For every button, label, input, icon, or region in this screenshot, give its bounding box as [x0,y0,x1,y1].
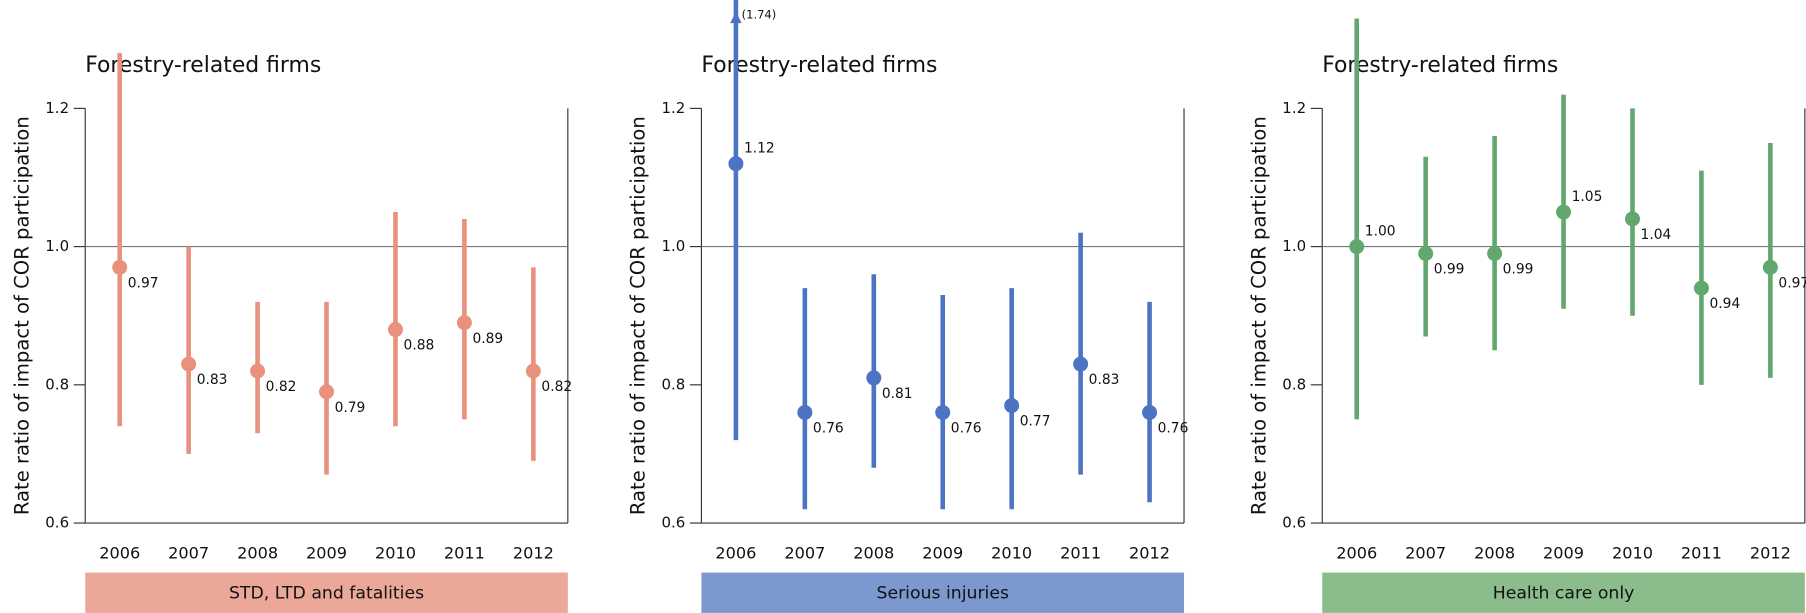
point [456,315,472,331]
point [1349,239,1365,255]
x-tick-label: 2011 [444,544,485,563]
value-label: 1.05 [1572,189,1603,205]
value-label: 1.12 [744,141,775,157]
panel: Forestry-related firms Rate ratio of impa… [11,53,572,613]
chart-title: Forestry-related firms [1322,53,1558,78]
value-label: 0.83 [1089,372,1120,388]
panel-label: Health care only [1493,583,1635,603]
point [935,404,951,420]
value-label: 0.94 [1709,296,1740,312]
y-tick-label: 1.0 [662,237,686,255]
panel-banner [701,572,1185,613]
x-tick-label: 2006 [99,544,140,563]
panel-banner [85,572,568,613]
panel-banner [1322,572,1805,613]
x-tick-label: 2010 [375,544,416,563]
point [1004,398,1020,414]
value-label: 0.88 [404,338,435,354]
x-tick-label: 2007 [1405,544,1446,563]
y-tick-label: 1.0 [1282,237,1306,255]
x-tick-label: 2010 [1612,544,1653,563]
point [728,156,744,172]
point [797,404,813,420]
point [1556,204,1572,220]
value-label: 1.04 [1641,227,1672,243]
y-tick-label: 0.6 [45,514,69,532]
y-axis-label: Rate ratio of impact of COR participatio… [1248,116,1271,515]
point [1073,356,1089,372]
x-tick-label: 2012 [1129,544,1170,563]
x-tick-label: 2006 [715,544,756,563]
point [1625,211,1640,227]
value-label: 0.76 [951,421,982,437]
value-label: 0.89 [472,331,503,347]
x-tick-label: 2008 [1474,544,1515,563]
y-axis-label: Rate ratio of impact of COR participatio… [627,116,650,515]
value-label: 1.00 [1365,224,1396,240]
y-tick-label: 0.6 [662,514,686,532]
value-label: 0.81 [882,386,913,402]
x-tick-label: 2011 [1060,544,1101,563]
y-axis-label: Rate ratio of impact of COR participatio… [11,116,34,515]
value-label: 0.82 [266,379,297,395]
value-label: 0.99 [1434,262,1465,278]
chart-title: Forestry-related firms [85,53,321,78]
y-tick-label: 1.2 [1282,99,1306,117]
x-tick-label: 2009 [306,544,347,563]
value-label: 0.97 [128,275,159,291]
x-tick-label: 2009 [1543,544,1584,563]
value-label: 0.77 [1020,414,1051,430]
x-tick-label: 2010 [991,544,1032,563]
value-label: 0.99 [1503,262,1534,278]
point [1693,280,1709,296]
x-tick-label: 2011 [1681,544,1722,563]
panel-label: Serious injuries [877,583,1009,603]
value-label: 0.82 [541,379,572,395]
point [866,370,882,386]
point [1418,246,1434,262]
point [181,356,197,372]
x-tick-label: 2012 [513,544,554,563]
panel: Forestry-related firms Rate ratio of impa… [1248,18,1806,613]
y-tick-label: 0.8 [45,375,69,393]
y-tick-label: 0.8 [1282,375,1306,393]
y-tick-label: 1.2 [662,99,686,117]
x-tick-label: 2009 [922,544,963,563]
point [319,384,335,400]
panel-label: STD, LTD and fatalities [229,583,424,603]
panel: Forestry-related firms Rate ratio of impa… [627,0,1189,613]
chart-title: Forestry-related firms [701,53,937,78]
point [1142,404,1158,420]
y-tick-label: 1.0 [45,237,69,255]
upper-label: (1.74) [742,8,777,22]
value-label: 0.97 [1778,275,1806,291]
point [1487,246,1503,262]
x-tick-label: 2007 [168,544,209,563]
y-tick-label: 0.6 [1282,514,1306,532]
x-tick-label: 2006 [1336,544,1377,563]
point [112,259,128,275]
x-tick-label: 2007 [784,544,825,563]
y-tick-label: 0.8 [662,375,686,393]
point [525,363,541,379]
x-tick-label: 2008 [853,544,894,563]
value-label: 0.76 [813,421,844,437]
point [1762,259,1778,275]
point [387,322,403,338]
x-tick-label: 2008 [237,544,278,563]
overflow-arrow [730,11,742,24]
value-label: 0.83 [197,372,228,388]
point [250,363,266,379]
value-label: 0.76 [1158,421,1189,437]
value-label: 0.79 [335,400,366,416]
y-tick-label: 1.2 [45,99,69,117]
x-tick-label: 2012 [1750,544,1791,563]
